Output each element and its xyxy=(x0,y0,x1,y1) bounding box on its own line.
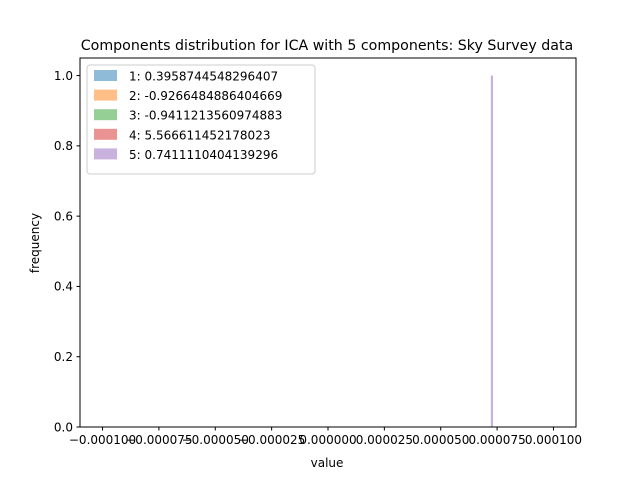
x-tick-label: −0.000100 xyxy=(69,433,136,447)
y-tick-label: 0.2 xyxy=(54,350,73,364)
x-tick-label: −0.000025 xyxy=(238,433,305,447)
y-tick-label: 1.0 xyxy=(54,69,73,83)
y-tick-label: 0.4 xyxy=(54,280,73,294)
legend-swatch xyxy=(94,70,117,81)
x-tick-label: 0.000075 xyxy=(468,433,525,447)
y-tick-label: 0.8 xyxy=(54,139,73,153)
y-tick-label: 0.6 xyxy=(54,209,73,223)
histogram-bar xyxy=(490,75,494,428)
chart-title: Components distribution for ICA with 5 c… xyxy=(81,38,573,54)
legend-box xyxy=(86,64,316,175)
legend-entry-label: 5: 0.7411110404139296 xyxy=(129,148,278,162)
x-tick-label: 0.000100 xyxy=(525,433,582,447)
y-tick-label: 0.0 xyxy=(54,420,73,434)
plot-area: −0.000100−0.000075−0.000050−0.0000250.00… xyxy=(54,57,582,447)
x-axis-label: value xyxy=(311,456,344,470)
x-tick-label: 0.000025 xyxy=(356,433,413,447)
legend-swatch xyxy=(94,109,117,121)
y-axis-label: frequency xyxy=(28,213,42,273)
legend-entry-label: 3: -0.9411213560974883 xyxy=(129,109,282,123)
legend-entry-label: 4: 5.566611452178023 xyxy=(129,128,270,142)
legend-swatch xyxy=(94,128,117,140)
x-tick-label: −0.000075 xyxy=(125,433,192,447)
legend-entry-label: 1: 0.3958744548296407 xyxy=(129,70,278,84)
x-tick-label: 0.000000 xyxy=(299,433,356,447)
x-tick-label: 0.000050 xyxy=(412,433,469,447)
x-tick-label: −0.000050 xyxy=(182,433,249,447)
legend-swatch xyxy=(94,148,117,160)
legend-entry-label: 2: -0.9266484886404669 xyxy=(129,89,282,103)
legend-swatch xyxy=(94,89,117,101)
legend: 1: 0.3958744548296407 2: -0.9266484886404… xyxy=(86,64,316,175)
